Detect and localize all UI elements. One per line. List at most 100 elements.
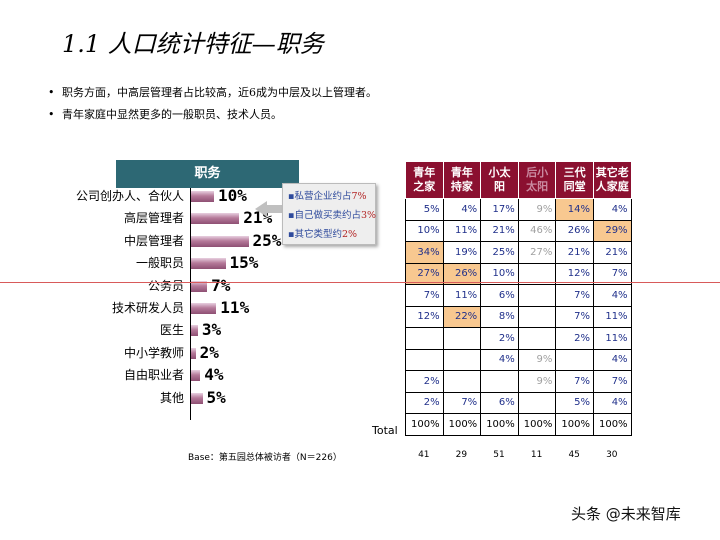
- table-cell: [480, 370, 519, 393]
- bar-value-label: 2%: [199, 342, 219, 362]
- table-cell: 26%: [555, 219, 594, 242]
- column-header: 其它老 人家庭: [592, 161, 632, 199]
- table-cell: 4%: [480, 348, 519, 371]
- bar-value-label: 4%: [204, 365, 224, 385]
- table-cell: 7%: [555, 305, 594, 328]
- table-cell: 9%: [517, 348, 557, 371]
- bar: [191, 325, 198, 337]
- table-cell: 4%: [592, 391, 632, 414]
- table-cell: 2%: [555, 327, 594, 350]
- table-cell: 29%: [592, 219, 632, 242]
- table-cell: 6%: [480, 284, 519, 307]
- table-cell: 7%: [555, 284, 594, 307]
- table-cell: [442, 348, 482, 371]
- chart-header: 职务: [116, 160, 299, 188]
- table-cell: 7%: [442, 391, 482, 414]
- table-cell: 11%: [592, 327, 632, 350]
- chart-axis: [190, 188, 191, 420]
- table-cell: 4%: [442, 198, 482, 221]
- table-cell: [555, 348, 594, 371]
- category-label: 自由职业者: [123, 368, 184, 383]
- bar: [191, 303, 217, 314]
- column-header: 小太阳: [480, 161, 519, 199]
- category-label: 中层管理者: [123, 233, 184, 248]
- sample-count: 30: [606, 450, 618, 460]
- chart-row: 其他 5%: [0, 387, 720, 409]
- table-cell: 4%: [592, 284, 632, 307]
- bar-value-label: 25%: [252, 230, 282, 250]
- table-cell: [517, 391, 557, 414]
- bar-value-label: 5%: [206, 387, 226, 407]
- callout-item: ▪私营企业约占7%: [288, 191, 367, 202]
- chart-row: 技术研发人员 11%: [0, 297, 720, 319]
- table-cell: 21%: [592, 241, 632, 264]
- bullet-list: • 职务方面，中高层管理者占比较高，近6成为中层及以上管理者。 • 青年家庭中显然更…: [48, 82, 377, 126]
- total-cell: 100%: [592, 413, 632, 436]
- table-cell: 7%: [555, 370, 594, 393]
- table-cell: 27%: [405, 262, 444, 285]
- column-header: 青年 持家: [442, 161, 482, 199]
- total-row: 100% 100% 100% 100% 100% 100%: [405, 413, 632, 436]
- table-row: 10% 11% 21% 46% 26% 29%: [405, 219, 632, 242]
- table-row: 2% 2% 11%: [405, 327, 632, 350]
- bar: [191, 392, 203, 404]
- callout-arrow-icon: [255, 201, 267, 217]
- category-label: 公司创办人、合伙人: [75, 189, 184, 203]
- bar: [191, 213, 240, 225]
- column-header: 三代 同堂: [555, 161, 594, 199]
- total-cell: 100%: [517, 413, 557, 436]
- table-cell: 9%: [517, 198, 557, 221]
- table-row: 2% 9% 7% 7%: [405, 370, 632, 393]
- total-label: Total: [372, 424, 398, 437]
- table-row: 2% 7% 6% 5% 4%: [405, 391, 632, 414]
- category-label: 其他: [159, 390, 184, 405]
- bar: [191, 191, 214, 202]
- table-cell: [405, 348, 444, 371]
- bar-value-label: 11%: [220, 298, 250, 317]
- table-cell: 7%: [592, 370, 632, 393]
- sample-count: 51: [493, 450, 505, 460]
- category-label: 高层管理者: [123, 211, 184, 226]
- table-cell: 11%: [442, 284, 482, 307]
- table-cell: [517, 305, 557, 328]
- table-cell: 5%: [555, 391, 594, 414]
- bar: [191, 280, 208, 292]
- category-label: 公务员: [147, 278, 184, 293]
- table-cell: 21%: [555, 241, 594, 264]
- table-cell: 22%: [442, 305, 482, 328]
- table-cell: 26%: [442, 262, 482, 285]
- table-cell: 11%: [592, 305, 632, 328]
- table-cell: [517, 327, 557, 350]
- base-note: Base：第五园总体被访者（N＝226）: [188, 453, 342, 463]
- table-cell: 11%: [442, 219, 482, 242]
- chart-row: 医生 3%: [0, 319, 720, 341]
- table-cell: 10%: [405, 219, 444, 242]
- table-cell: 2%: [480, 327, 519, 350]
- household-table: 青年 之家 青年 持家 小太阳后小 太阳 三代 同堂 其它老 人家庭 5% 4% 17% 9% 14% 4% 1…: [405, 161, 632, 436]
- bar-value-label: 3%: [201, 320, 222, 340]
- category-label: 一般职员: [135, 256, 184, 271]
- table-cell: [405, 327, 444, 350]
- bar-value-label: 7%: [211, 275, 231, 295]
- table-cell: [442, 327, 482, 350]
- table-cell: 21%: [480, 219, 519, 242]
- chart-row: 中层管理者 25%: [0, 230, 720, 252]
- table-cell: 17%: [480, 198, 519, 221]
- callout-item: ▪其它类型约2%: [288, 229, 358, 240]
- table-row: 27% 26% 10% 12% 7%: [405, 262, 632, 285]
- table-row: 4% 9% 4%: [405, 348, 632, 371]
- callout-arrow-tail: [266, 205, 282, 213]
- bullet-item: • 青年家庭中显然更多的一般职员、技术人员。: [48, 104, 377, 126]
- table-cell: 9%: [517, 370, 557, 393]
- bullet-dot: •: [48, 86, 55, 99]
- bullet-item: • 职务方面，中高层管理者占比较高，近6成为中层及以上管理者。: [48, 82, 377, 104]
- sample-count: 29: [455, 450, 468, 460]
- category-label: 技术研发人员: [111, 301, 184, 315]
- table-cell: 5%: [405, 198, 444, 221]
- bar: [191, 258, 226, 270]
- table-cell: 7%: [405, 284, 444, 307]
- sample-count: 11: [530, 450, 543, 460]
- chart-row: 自由职业者 4%: [0, 364, 720, 386]
- table-cell: 4%: [592, 198, 632, 221]
- table-cell: 34%: [405, 241, 444, 264]
